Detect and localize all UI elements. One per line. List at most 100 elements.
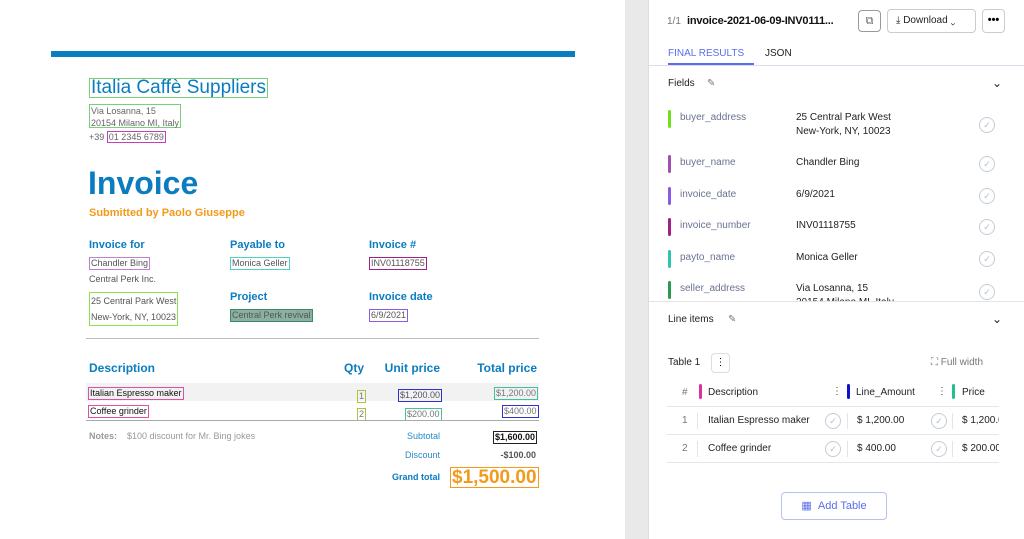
seller-name[interactable]: Italia Caffè Suppliers [89, 77, 268, 98]
field-value-line1: Chandler Bing [796, 157, 860, 168]
check-circle-icon[interactable]: ✓ [931, 441, 947, 457]
item-total[interactable]: $1,200.00 [494, 387, 539, 400]
field-row[interactable]: invoice_number INV01118755 ✓ [649, 218, 1024, 248]
invoice-number[interactable]: INV01118755 [369, 257, 427, 270]
check-circle-icon[interactable]: ✓ [979, 156, 995, 172]
row-divider [667, 462, 999, 463]
table-row[interactable]: 2 Coffee grinder ✓ $ 400.00 ✓ $ 200.00 [667, 435, 999, 463]
cell-divider [952, 441, 953, 457]
col-color-bar [847, 384, 850, 399]
submitted-by: Submitted by Paolo Giuseppe [89, 207, 245, 219]
item-description[interactable]: Coffee grinder [88, 405, 149, 418]
kebab-icon: ⋮ [715, 357, 726, 368]
image-search-icon: ⧉ [865, 15, 874, 27]
buyer-address-line2: New-York, NY, 10023 [91, 312, 177, 322]
header-bar [51, 51, 575, 57]
cell-divider [697, 413, 698, 429]
check-circle-icon[interactable]: ✓ [979, 251, 995, 267]
invoice-for-label: Invoice for [89, 239, 145, 251]
check-circle-icon[interactable]: ✓ [979, 188, 995, 204]
field-name: payto_name [680, 252, 736, 263]
add-table-button[interactable]: ▦ Add Table [781, 492, 887, 520]
chevron-down-icon: ⌄ [950, 15, 956, 26]
phone-number[interactable]: 01 2345 6789 [106, 131, 166, 143]
discount: -$100.00 [500, 450, 536, 460]
scrollbar[interactable] [625, 0, 648, 539]
page-indicator: 1/1 [667, 16, 681, 27]
check-circle-icon[interactable]: ✓ [825, 413, 841, 429]
check-circle-icon[interactable]: ✓ [979, 219, 995, 235]
field-value: Monica Geller [796, 251, 858, 265]
item-qty[interactable]: 1 [357, 390, 367, 403]
buyer-address[interactable]: 25 Central Park West New-York, NY, 10023 [89, 292, 179, 326]
cell-line-amount[interactable]: $ 1,200.00 [857, 415, 905, 426]
col-line-amount: Line_Amount [856, 387, 915, 398]
kebab-icon[interactable]: ⋮ [832, 386, 842, 397]
field-value-line1: Via Losanna, 15 [796, 283, 869, 294]
tab-json[interactable]: JSON [765, 48, 792, 59]
field-row[interactable]: seller_address Via Losanna, 15 20154 Mila… [649, 281, 1024, 301]
field-row[interactable]: buyer_name Chandler Bing ✓ [649, 155, 1024, 185]
table-menu-button[interactable]: ⋮ [711, 353, 730, 373]
col-qty: Qty [343, 361, 364, 375]
item-row-1 [86, 383, 539, 401]
check-circle-icon[interactable]: ✓ [979, 284, 995, 300]
invoice-date-label: Invoice date [369, 291, 433, 303]
field-row[interactable]: payto_name Monica Geller ✓ [649, 250, 1024, 280]
field-value-line1: Monica Geller [796, 252, 858, 263]
field-row[interactable]: invoice_date 6/9/2021 ✓ [649, 187, 1024, 217]
payto-name[interactable]: Monica Geller [230, 257, 290, 270]
notes-label: Notes: [89, 431, 118, 441]
check-circle-icon[interactable]: ✓ [979, 117, 995, 133]
chevron-down-icon[interactable]: ⌄ [992, 312, 1003, 326]
edit-icon[interactable]: ✎ [728, 314, 737, 325]
cell-line-amount[interactable]: $ 400.00 [857, 443, 896, 454]
kebab-icon[interactable]: ⋮ [937, 386, 947, 397]
buyer-name[interactable]: Chandler Bing [89, 257, 151, 270]
invoice-date[interactable]: 6/9/2021 [369, 309, 409, 322]
subtotal[interactable]: $1,600.00 [493, 431, 538, 444]
table-row[interactable]: 1 Italian Espresso maker ✓ $ 1,200.00 ✓ … [667, 407, 999, 435]
payable-to-label: Payable to [230, 239, 286, 251]
cell-description[interactable]: Coffee grinder [708, 443, 772, 454]
item-unit-price[interactable]: $1,200.00 [398, 389, 443, 402]
field-value: 6/9/2021 [796, 188, 835, 202]
cell-divider [697, 441, 698, 457]
row-number: 1 [682, 415, 688, 426]
more-options-button[interactable]: ••• [982, 9, 1005, 33]
full-width-button[interactable]: ⛶ Full width [931, 357, 983, 368]
project[interactable]: Central Perk revival [230, 309, 313, 322]
tab-underline [668, 63, 754, 65]
col-color-bar [699, 384, 702, 399]
chevron-down-icon[interactable]: ⌄ [992, 76, 1003, 90]
full-width-label: Full width [940, 357, 984, 368]
seller-address[interactable]: Via Losanna, 15 20154 Milano MI, Italy [89, 104, 182, 128]
field-value: 25 Central Park West New-York, NY, 10023 [796, 111, 891, 139]
invoice-number-label: Invoice # [369, 239, 417, 251]
col-description: Description [89, 361, 156, 375]
check-circle-icon[interactable]: ✓ [825, 441, 841, 457]
preview-button[interactable]: ⧉ [858, 10, 881, 32]
col-description: Description [708, 387, 759, 398]
more-icon: ••• [987, 14, 1000, 26]
seller-address-line1: Via Losanna, 15 [91, 106, 156, 116]
line-items-table: # Description ⋮ Line_Amount ⋮ Price 1 It… [667, 378, 999, 488]
col-unit-price: Unit price [384, 361, 440, 375]
tab-final-results[interactable]: FINAL RESULTS [668, 48, 745, 59]
edit-icon[interactable]: ✎ [707, 78, 716, 89]
download-button[interactable]: ⤓ Download ⌄ [887, 9, 976, 33]
filename: invoice-2021-06-09-INV0111... [687, 15, 834, 27]
item-description[interactable]: Italian Espresso maker [88, 387, 184, 400]
seller-phone: +39 01 2345 6789 [89, 131, 166, 143]
field-value: INV01118755 [796, 219, 856, 233]
field-name: invoice_number [680, 220, 751, 231]
grand-total[interactable]: $1,500.00 [450, 467, 539, 488]
cell-price[interactable]: $ 1,200.00 [962, 415, 999, 426]
field-row[interactable]: buyer_address 25 Central Park West New-Yo… [649, 110, 1024, 140]
check-circle-icon[interactable]: ✓ [931, 413, 947, 429]
cell-divider [847, 413, 848, 429]
cell-description[interactable]: Italian Espresso maker [708, 415, 810, 426]
results-panel: 1/1 invoice-2021-06-09-INV0111... ⧉ ⤓ Do… [648, 0, 1024, 539]
item-total[interactable]: $400.00 [502, 405, 539, 418]
cell-price[interactable]: $ 200.00 [962, 443, 999, 454]
